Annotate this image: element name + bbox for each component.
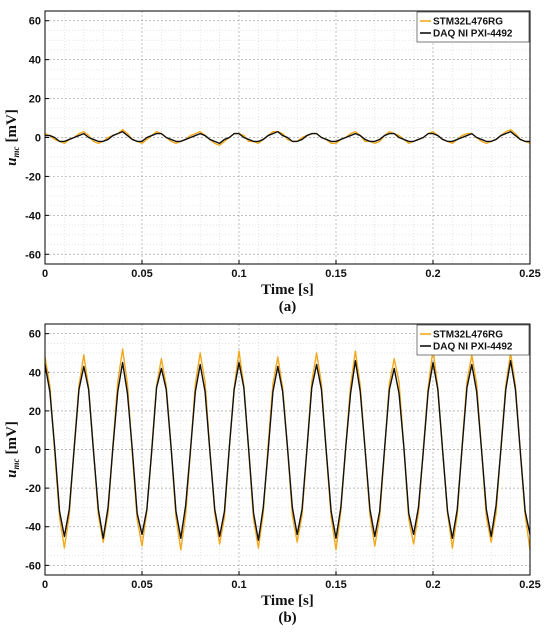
y-axis-label: umc [mV] bbox=[4, 109, 21, 166]
y-axis-unit: [mV] bbox=[4, 421, 20, 454]
y-tick-label: 60 bbox=[29, 16, 41, 28]
x-tick-label: 0.2 bbox=[425, 268, 440, 280]
y-tick-label: -20 bbox=[25, 483, 41, 495]
legend-label: DAQ NI PXI-4492 bbox=[433, 29, 513, 40]
x-tick-label: 0.05 bbox=[131, 579, 152, 591]
x-axis-label: Time [s] bbox=[261, 282, 314, 298]
caption: (b) bbox=[278, 610, 296, 626]
y-tick-label: 0 bbox=[35, 445, 41, 457]
y-tick-label: 40 bbox=[29, 55, 41, 67]
y-tick-label: -40 bbox=[25, 210, 41, 222]
legend-label: STM32L476RG bbox=[433, 17, 503, 28]
x-tick-label: 0 bbox=[42, 268, 48, 280]
caption: (a) bbox=[279, 299, 297, 315]
chart: 0 0.05 0.1 0.15 0.2 0.25 -60 -40 -20 0 20 40 60 STM32… bbox=[4, 10, 541, 315]
y-tick-label: 20 bbox=[29, 94, 41, 106]
y-axis-subscript: mc bbox=[11, 146, 21, 157]
y-tick-label: 20 bbox=[29, 406, 41, 418]
y-tick-label: 40 bbox=[29, 367, 41, 379]
x-tick-label: 0.05 bbox=[131, 268, 152, 280]
legend-box bbox=[416, 11, 530, 43]
x-tick-label: 0.25 bbox=[519, 579, 540, 591]
legend-label: DAQ NI PXI-4492 bbox=[433, 342, 513, 353]
legend-box bbox=[416, 324, 530, 356]
y-tick-label: -20 bbox=[25, 171, 41, 183]
y-axis-symbol: u bbox=[4, 157, 20, 165]
x-tick-label: 0.2 bbox=[425, 579, 440, 591]
x-axis-label: Time [s] bbox=[261, 593, 314, 609]
y-axis-label: umc [mV] bbox=[4, 421, 21, 478]
x-tick-label: 0 bbox=[42, 579, 48, 591]
x-tick-label: 0.15 bbox=[325, 579, 346, 591]
y-tick-label: -60 bbox=[25, 560, 41, 572]
x-tick-label: 0.15 bbox=[325, 268, 346, 280]
chart: 0 0.05 0.1 0.15 0.2 0.25 -60 -40 -20 0 20 40 60 STM32… bbox=[4, 323, 541, 626]
x-tick-label: 0.25 bbox=[519, 268, 540, 280]
y-tick-label: 0 bbox=[35, 133, 41, 145]
x-tick-label: 0.1 bbox=[231, 268, 246, 280]
y-axis-subscript: mc bbox=[11, 458, 21, 469]
plot-frame bbox=[44, 323, 531, 576]
y-axis-symbol: u bbox=[4, 469, 20, 477]
series-line bbox=[44, 359, 531, 541]
y-tick-label: 60 bbox=[29, 329, 41, 341]
y-tick-label: -60 bbox=[25, 249, 41, 261]
y-axis-unit: [mV] bbox=[4, 109, 20, 142]
x-tick-label: 0.1 bbox=[231, 579, 246, 591]
series-line bbox=[45, 130, 530, 145]
y-tick-label: -40 bbox=[25, 522, 41, 534]
legend-label: STM32L476RG bbox=[433, 330, 503, 341]
plot-frame bbox=[44, 10, 531, 265]
